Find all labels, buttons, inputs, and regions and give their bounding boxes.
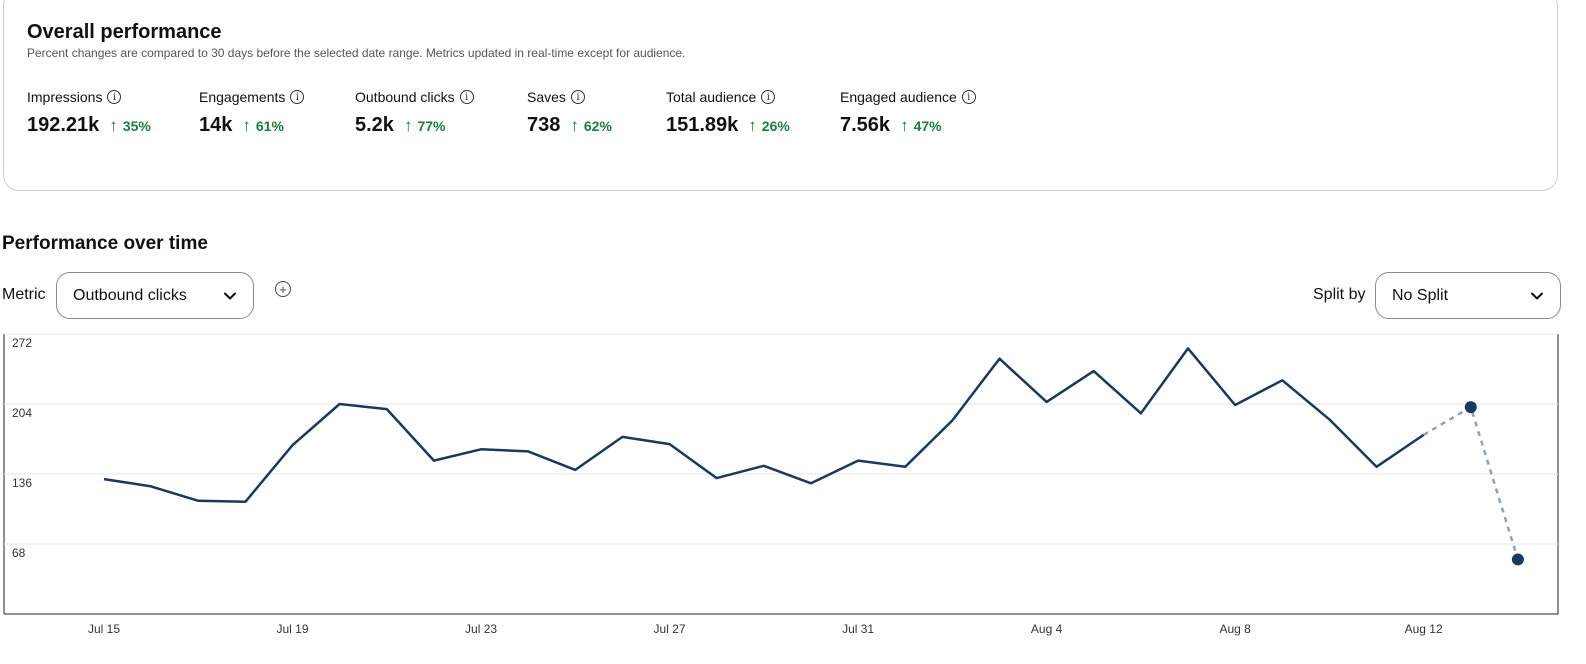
metric-change: 61% <box>255 118 284 134</box>
metric-label: Engaged audience <box>840 89 957 105</box>
x-tick-label: Aug 8 <box>1219 622 1251 636</box>
arrow-up-icon: ↑ <box>748 116 757 135</box>
data-point-marker <box>1464 401 1477 414</box>
metric-impressions: Impressions i 192.21k ↑ 35% <box>27 88 151 137</box>
plus-circle-icon[interactable]: + <box>275 281 291 297</box>
metric-saves: Saves i 738 ↑ 62% <box>527 88 612 137</box>
metric-label: Impressions <box>27 89 103 105</box>
metric-label: Engagements <box>199 89 286 105</box>
info-icon[interactable]: i <box>459 90 474 104</box>
metric-label: Outbound clicks <box>355 89 455 105</box>
metric-outbound-clicks: Outbound clicks i 5.2k ↑ 77% <box>355 88 474 137</box>
metric-change: 77% <box>417 118 446 134</box>
metric-value: 738 <box>527 114 561 136</box>
arrow-up-icon: ↑ <box>242 116 251 135</box>
split-select[interactable]: No Split <box>1375 272 1561 319</box>
arrow-up-icon: ↑ <box>403 116 413 135</box>
overall-performance-title: Overall performance <box>27 21 222 43</box>
metric-value: 192.21k <box>27 114 100 136</box>
metric-engagements: Engagements i 14k ↑ 61% <box>199 88 305 137</box>
metric-value: 151.89k <box>666 114 739 136</box>
split-select-value: No Split <box>1392 286 1449 304</box>
series-line-partial <box>1422 405 1520 560</box>
info-icon[interactable]: i <box>570 90 585 104</box>
x-tick-label: Jul 19 <box>277 622 309 636</box>
metric-label: Total audience <box>666 89 757 105</box>
metric-select-label: Metric <box>2 286 46 303</box>
metric-value: 7.56k <box>840 114 891 136</box>
x-tick-label: Aug 12 <box>1405 622 1443 636</box>
x-tick-label: Jul 27 <box>654 622 686 636</box>
x-tick-label: Aug 4 <box>1031 622 1063 636</box>
metric-select-value: Outbound clicks <box>73 286 187 304</box>
chevron-down-icon <box>1531 292 1543 299</box>
chevron-down-icon <box>224 292 236 299</box>
series-line <box>103 347 1425 504</box>
metric-engaged-audience: Engaged audience i 7.56k ↑ 47% <box>840 88 976 137</box>
x-tick-label: Jul 31 <box>842 622 874 636</box>
info-icon[interactable]: i <box>961 90 976 104</box>
overall-performance-subtitle: Percent changes are compared to 30 days … <box>27 46 686 60</box>
metric-total-audience: Total audience i 151.89k ↑ 26% <box>666 88 790 137</box>
overall-performance-card <box>3 0 1558 191</box>
y-tick-label: 204 <box>12 406 32 420</box>
metric-change: 62% <box>583 118 612 134</box>
arrow-up-icon: ↑ <box>570 116 579 135</box>
metric-label: Saves <box>527 89 566 105</box>
performance-line-chart: 68 136 204 272 Jul 15 Jul 19 Jul 23 Jul 27 Jul 3… <box>3 333 1559 636</box>
metric-change: 35% <box>122 118 151 134</box>
x-tick-label: Jul 15 <box>88 622 120 636</box>
metric-change: 47% <box>913 118 942 134</box>
split-select-label: Split by <box>1313 286 1366 303</box>
metric-value: 14k <box>199 114 233 136</box>
y-tick-label: 272 <box>12 336 32 350</box>
performance-over-time-title: Performance over time <box>2 233 208 254</box>
data-point-marker <box>1511 553 1524 566</box>
arrow-up-icon: ↑ <box>109 116 118 135</box>
info-icon[interactable]: i <box>107 90 122 104</box>
metric-select[interactable]: Outbound clicks <box>56 272 254 319</box>
info-icon[interactable]: i <box>290 90 305 104</box>
y-tick-label: 136 <box>12 476 32 490</box>
x-tick-label: Jul 23 <box>465 622 497 636</box>
y-tick-label: 68 <box>12 546 26 560</box>
info-icon[interactable]: i <box>761 90 776 104</box>
metric-value: 5.2k <box>355 114 394 136</box>
metric-change: 26% <box>761 118 790 134</box>
arrow-up-icon: ↑ <box>900 116 909 135</box>
